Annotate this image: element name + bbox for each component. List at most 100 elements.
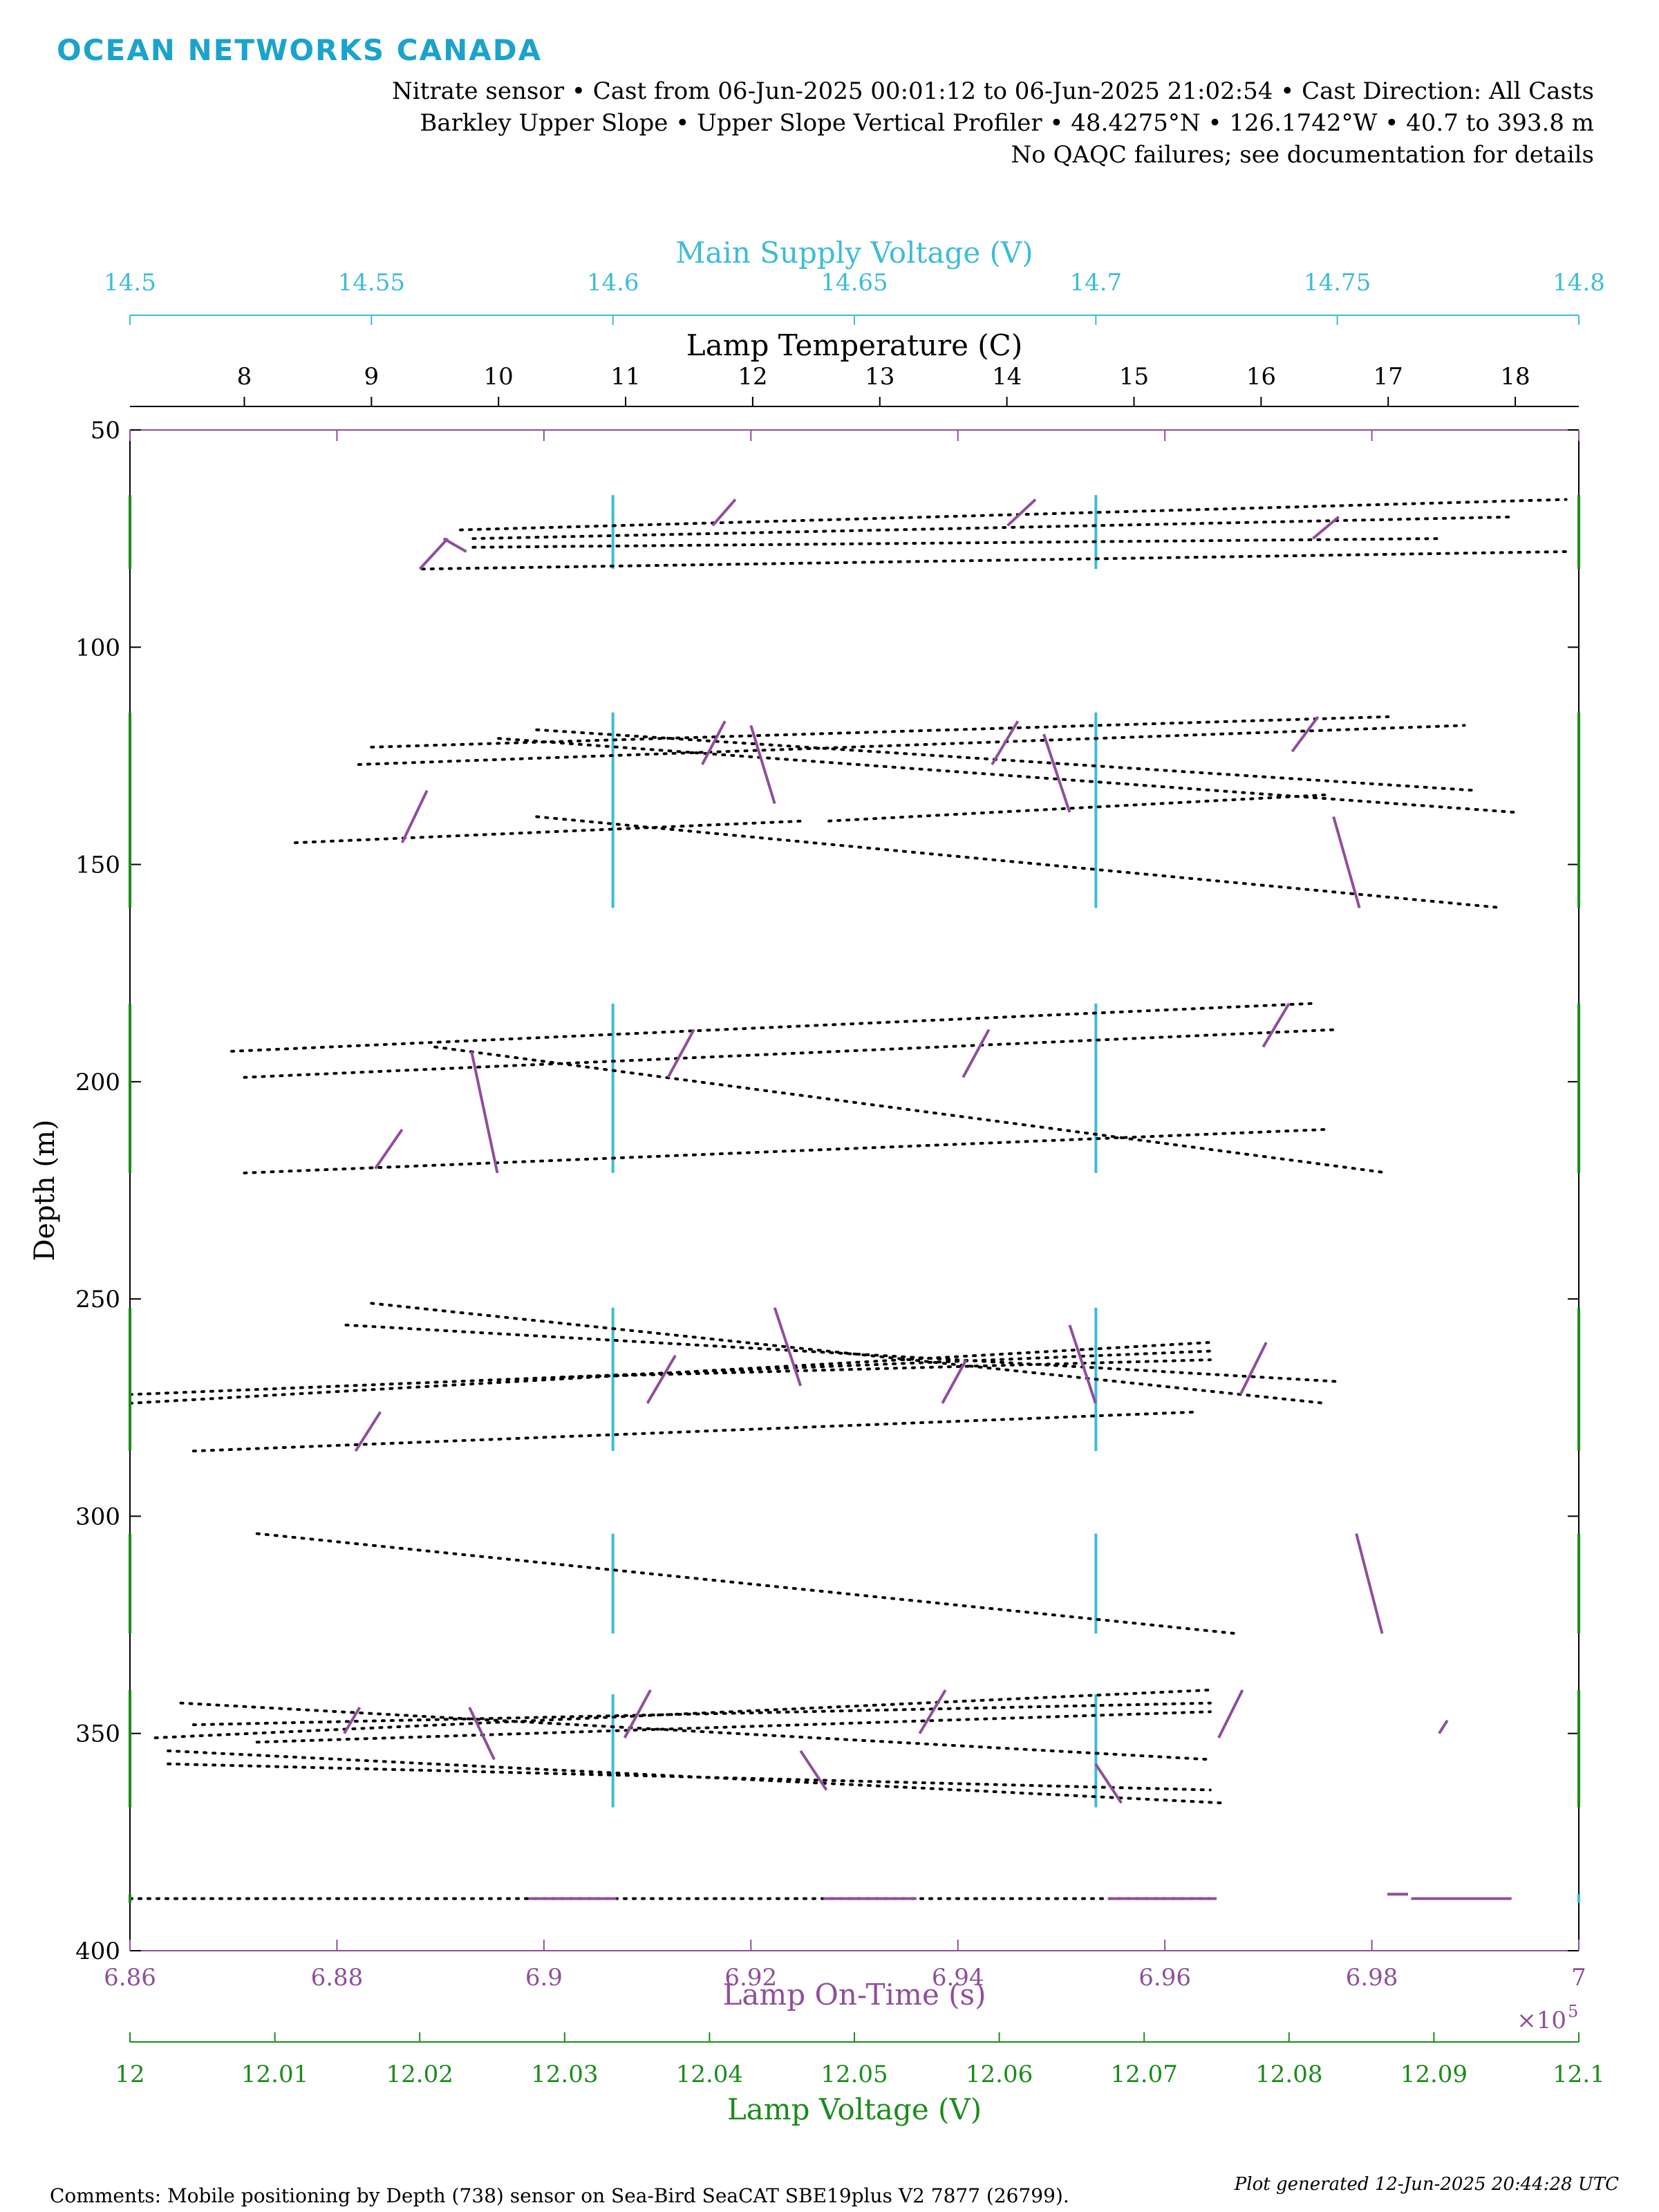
lamp-ontime-segment <box>1355 1533 1384 1634</box>
lamp-temperature-trace <box>129 1349 1212 1396</box>
lamp-temperature-trace <box>471 515 1517 541</box>
lamp-temperature-tick-label: 18 <box>1500 363 1530 391</box>
lamp-ontime-segment <box>918 1689 947 1734</box>
y-tick-label: 400 <box>75 1938 120 1965</box>
lamp-temperature-tick-label: 14 <box>992 363 1022 391</box>
lamp-ontime-segment <box>666 1029 695 1078</box>
lamp-temperature-tick-label: 16 <box>1246 363 1276 391</box>
lamp-ontime-exponent-base: ×10 <box>1517 2007 1566 2034</box>
lamp-ontime-segment <box>1042 733 1071 813</box>
lamp-voltage-tick-label: 12.03 <box>531 2061 598 2088</box>
lamp-ontime-segment <box>343 1706 362 1734</box>
lamp-temperature-trace <box>827 794 1327 823</box>
lamp-ontime-exponent-power: 5 <box>1568 2002 1578 2021</box>
lamp-temperature-trace <box>167 1749 1225 1805</box>
lamp-temperature-trace <box>243 1128 1327 1174</box>
lamp-temperature-tick-label: 8 <box>237 363 252 391</box>
y-tick-label: 250 <box>75 1286 120 1313</box>
header-line-location: Barkley Upper Slope • Upper Slope Vertic… <box>420 109 1594 137</box>
lamp-voltage-tick-label: 12.02 <box>386 2061 453 2088</box>
lamp-ontime-segment <box>941 1359 968 1404</box>
ocean-networks-canada-logo: OCEAN NETWORKS CANADA <box>57 33 543 67</box>
lamp-ontime-segment <box>773 1307 803 1387</box>
lamp-ontime-segment <box>470 1051 499 1174</box>
lamp-temperature-axis-label: Lamp Temperature (C) <box>686 328 1022 362</box>
comments-text: Comments: Mobile positioning by Depth (7… <box>50 2184 1069 2207</box>
lamp-temperature-tick-label: 15 <box>1119 363 1149 391</box>
lamp-ontime-segment <box>1438 1719 1449 1734</box>
lamp-temperature-tick-label: 13 <box>865 363 894 391</box>
lamp-voltage-series <box>129 495 1580 1903</box>
lamp-ontime-segment <box>962 1029 991 1078</box>
lamp-temperature-tick-label: 11 <box>610 363 640 391</box>
lamp-temperature-trace <box>294 819 805 845</box>
lamp-voltage-tick-label: 12.07 <box>1111 2061 1178 2088</box>
lamp-ontime-segment <box>1068 1324 1097 1404</box>
lamp-temperature-trace <box>255 1532 1237 1635</box>
supply-voltage-tick-label: 14.8 <box>1553 269 1605 297</box>
lamp-temperature-trace <box>230 1002 1313 1053</box>
supply-voltage-series <box>611 495 1580 1903</box>
lamp-temperature-trace <box>153 1688 1212 1739</box>
lamp-voltage-tick-label: 12.08 <box>1255 2061 1322 2088</box>
lamp-temperature-trace <box>471 537 1441 549</box>
lamp-temperature-trace <box>433 1045 1390 1174</box>
lamp-ontime-segment <box>749 724 776 805</box>
lamp-temperature-tick-label: 17 <box>1374 363 1403 391</box>
lamp-ontime-segment <box>1262 1002 1291 1048</box>
lamp-voltage-axis-label: Lamp Voltage (V) <box>727 2092 982 2126</box>
lamp-ontime-tick-label: 6.96 <box>1138 1964 1191 1991</box>
y-axis-label: Depth (m) <box>29 1119 61 1261</box>
lamp-temperature-trace <box>497 737 1517 814</box>
lamp-temperature-series <box>129 498 1568 1900</box>
lamp-ontime-segment <box>1311 516 1340 540</box>
lamp-temperature-trace <box>370 715 1390 749</box>
lamp-voltage-tick-label: 12.05 <box>821 2061 888 2088</box>
lamp-ontime-tick-label: 7 <box>1571 1964 1586 1991</box>
lamp-ontime-tick-label: 6.9 <box>525 1964 563 1991</box>
lamp-voltage-tick-label: 12.09 <box>1400 2061 1468 2088</box>
supply-voltage-axis-label: Main Supply Voltage (V) <box>675 236 1033 270</box>
supply-voltage-tick-label: 14.6 <box>587 269 639 297</box>
supply-voltage-tick-label: 14.7 <box>1069 269 1122 297</box>
lamp-temperature-trace <box>243 1028 1339 1079</box>
lamp-ontime-segment <box>1217 1689 1244 1738</box>
lamp-temperature-trace <box>191 1701 1212 1727</box>
lamp-ontime-segment <box>418 537 449 570</box>
y-tick-label: 200 <box>75 1069 120 1096</box>
lamp-ontime-segment <box>400 789 429 844</box>
lamp-ontime-segment <box>646 1354 677 1405</box>
lamp-voltage-tick-label: 12.04 <box>676 2061 743 2088</box>
lamp-ontime-segment <box>1006 498 1037 527</box>
lamp-temperature-trace <box>179 1701 1212 1761</box>
lamp-ontime-tick-label: 6.94 <box>932 1964 984 1991</box>
lamp-ontime-segment <box>991 720 1020 766</box>
lamp-ontime-segment <box>442 537 467 553</box>
lamp-temperature-trace <box>255 1710 1212 1744</box>
supply-voltage-tick-label: 14.55 <box>338 269 405 297</box>
lamp-ontime-segment <box>1094 1763 1123 1804</box>
lamp-voltage-tick-label: 12.1 <box>1553 2061 1605 2088</box>
lamp-voltage-tick-label: 12.06 <box>966 2061 1033 2088</box>
lamp-ontime-segment <box>799 1750 828 1791</box>
y-tick-label: 300 <box>75 1503 120 1530</box>
lamp-ontime-segment <box>468 1707 496 1761</box>
lamp-ontime-tick-label: 6.98 <box>1346 1964 1398 1991</box>
lamp-temperature-tick-label: 9 <box>364 363 379 391</box>
lamp-voltage-tick-label: 12.01 <box>241 2061 308 2088</box>
plot-generated-timestamp: Plot generated 12-Jun-2025 20:44:28 UTC <box>1234 2174 1619 2195</box>
lamp-temperature-trace <box>167 1762 1212 1792</box>
lamp-ontime-segment <box>711 498 737 527</box>
lamp-ontime-segment <box>623 1689 652 1738</box>
lamp-ontime-tick-label: 6.86 <box>104 1964 156 1991</box>
lamp-ontime-segment <box>374 1128 404 1170</box>
lamp-ontime-axis-label: Lamp On-Time (s) <box>723 1978 986 2012</box>
lamp-ontime-segment <box>701 720 727 765</box>
lamp-temperature-tick-label: 12 <box>738 363 767 391</box>
lamp-ontime-tick-label: 6.92 <box>724 1964 777 1991</box>
header-line-sensor: Nitrate sensor • Cast from 06-Jun-2025 0… <box>392 77 1594 105</box>
lamp-ontime-segment <box>1291 715 1320 753</box>
supply-voltage-tick-label: 14.75 <box>1304 269 1371 297</box>
y-tick-label: 350 <box>75 1721 120 1748</box>
